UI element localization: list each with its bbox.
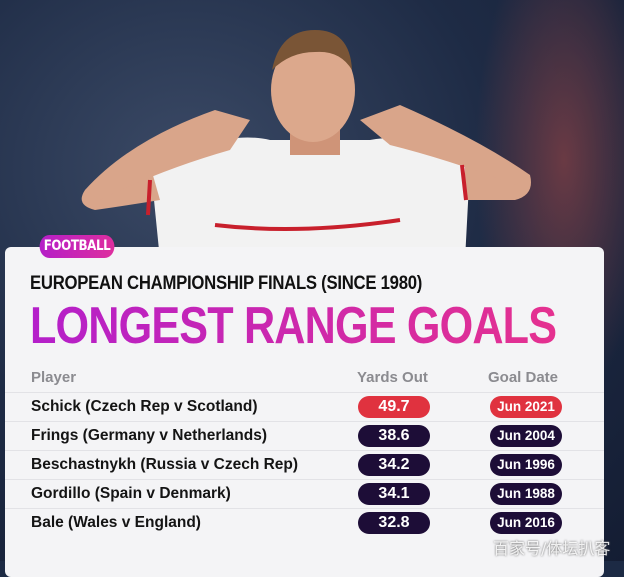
column-header-date: Goal Date: [488, 369, 559, 386]
yards-pill: 49.7: [358, 396, 430, 418]
table-row: Gordillo (Spain v Denmark) 34.1 Jun 1988: [5, 479, 604, 508]
yards-pill: 34.2: [358, 454, 430, 476]
column-header-yards: Yards Out: [357, 369, 428, 386]
date-pill: Jun 2004: [490, 425, 562, 447]
table-row: Beschastnykh (Russia v Czech Rep) 34.2 J…: [5, 450, 604, 479]
date-pill: Jun 1996: [490, 454, 562, 476]
date-pill: Jun 2016: [490, 512, 562, 534]
column-header-player: Player: [31, 369, 77, 386]
yards-pill: 38.6: [358, 425, 430, 447]
date-pill: Jun 1988: [490, 483, 562, 505]
yards-pill: 32.8: [358, 512, 430, 534]
table-row: Bale (Wales v England) 32.8 Jun 2016: [5, 508, 604, 537]
subtitle: EUROPEAN CHAMPIONSHIP FINALS (SINCE 1980…: [30, 273, 423, 294]
table-row: Frings (Germany v Netherlands) 38.6 Jun …: [5, 421, 604, 450]
player-name: Frings (Germany v Netherlands): [31, 427, 268, 444]
yards-pill: 34.1: [358, 483, 430, 505]
page-title: LONGEST RANGE GOALS: [30, 297, 557, 355]
player-name: Bale (Wales v England): [31, 514, 201, 531]
table-row: Schick (Czech Rep v Scotland) 49.7 Jun 2…: [5, 392, 604, 421]
watermark: 百家号/体坛扒客: [493, 539, 611, 558]
category-badge: FOOTBALL: [39, 235, 115, 258]
player-photo: [81, 30, 531, 260]
date-pill: Jun 2021: [490, 396, 562, 418]
player-name: Beschastnykh (Russia v Czech Rep): [31, 456, 299, 473]
player-name: Gordillo (Spain v Denmark): [31, 485, 231, 502]
player-name: Schick (Czech Rep v Scotland): [31, 398, 258, 415]
